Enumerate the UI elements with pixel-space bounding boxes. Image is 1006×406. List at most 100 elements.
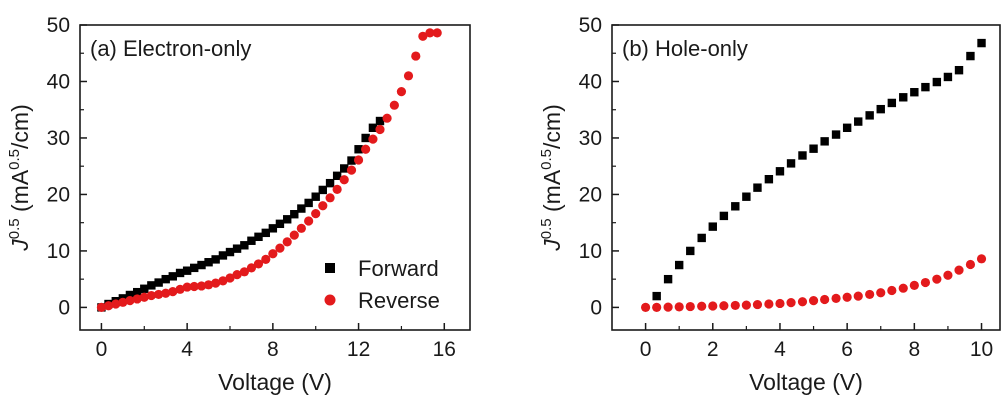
panel-a-reverse-point bbox=[375, 124, 385, 135]
panel-b-reverse-point bbox=[719, 301, 729, 311]
panel-a-reverse-point bbox=[161, 288, 171, 298]
panel-a-reverse-point bbox=[239, 267, 249, 277]
panel-b-forward-point bbox=[697, 233, 706, 243]
panel-a-reverse-point bbox=[261, 254, 271, 264]
panel-a-reverse-point bbox=[253, 259, 264, 269]
panel-a-forward-point bbox=[332, 171, 342, 181]
panel-a-reverse-point bbox=[353, 155, 364, 165]
panel-a-forward-point bbox=[140, 284, 149, 293]
panel-a-y-axis-title-unit-post: /cm) bbox=[7, 104, 33, 149]
panel-b-forward-point bbox=[798, 151, 807, 160]
panel-b-y-axis-title-unit-pre: (mA bbox=[539, 169, 565, 218]
panel-a-forward-point bbox=[225, 247, 235, 257]
panel-b-forward-point bbox=[854, 117, 863, 126]
panel-a-forward-point bbox=[211, 255, 220, 264]
panel-a-forward-point bbox=[375, 116, 385, 126]
panel-a-forward-point bbox=[232, 244, 242, 253]
panel-a-y-axis-title-sup2: 0.5 bbox=[6, 149, 23, 170]
legend-reverse-label: Reverse bbox=[358, 288, 440, 313]
panel-a-reverse-point bbox=[425, 28, 435, 38]
panel-b-reverse-point bbox=[775, 298, 785, 309]
panel-a-forward-point bbox=[275, 219, 285, 229]
panel-a-reverse-point bbox=[182, 282, 192, 292]
panel-b-forward-point bbox=[887, 98, 897, 108]
panel-b-forward-point bbox=[775, 167, 785, 176]
panel-b-forward-point bbox=[921, 82, 930, 92]
panel-b-y-tick-label: 30 bbox=[579, 127, 602, 150]
panel-b-forward-point bbox=[753, 183, 762, 192]
panel-b-forward-point bbox=[966, 51, 975, 61]
panel-b-x-tick-label: 2 bbox=[707, 338, 719, 361]
panel-a-y-axis-title: J0.5 (mA0.5/cm) bbox=[6, 104, 33, 252]
panel-a-reverse-point bbox=[325, 193, 335, 203]
panel-a-y-tick-label: 40 bbox=[47, 70, 70, 93]
panel-b-forward-point bbox=[786, 159, 796, 168]
panel-b-forward-point bbox=[943, 72, 953, 82]
panel-b-y-tick-label: 50 bbox=[579, 14, 602, 37]
panel-a-forward-point bbox=[240, 241, 249, 250]
panel-a-x-axis-title: Voltage (V) bbox=[218, 369, 332, 395]
panel-b-x-tick-label: 8 bbox=[908, 338, 920, 361]
panel-b-x-tick-label: 4 bbox=[774, 338, 786, 361]
panel-b-reverse-point bbox=[797, 297, 808, 307]
panel-b-reverse-point bbox=[831, 293, 841, 303]
panel-b-forward-point bbox=[686, 246, 695, 256]
panel-b-reverse-point bbox=[965, 259, 976, 270]
panel-b-reverse-point bbox=[954, 265, 964, 275]
panel-b-forward-point bbox=[652, 291, 661, 301]
panel-b-plot-frame bbox=[611, 24, 1001, 331]
panel-a-reverse-point bbox=[203, 280, 214, 290]
panel-b-y-tick-label: 0 bbox=[590, 296, 602, 319]
panel-a-forward-point bbox=[268, 224, 278, 233]
panel-b-reverse-point bbox=[853, 291, 863, 301]
panel-b-reverse-point bbox=[932, 274, 942, 284]
panel-a-reverse-point bbox=[175, 284, 185, 294]
legend-reverse-marker bbox=[324, 294, 336, 306]
panel-b-reverse-point bbox=[909, 280, 919, 290]
panel-b-y-axis-title: J0.5 (mA0.5/cm) bbox=[538, 104, 565, 252]
panel-b-y-axis-title-sup1: 0.5 bbox=[538, 218, 555, 239]
panel-a-reverse-point bbox=[389, 100, 399, 110]
panel-a-reverse-point bbox=[196, 281, 207, 291]
panel-b-forward-point bbox=[663, 274, 673, 284]
panel-a-forward-point bbox=[283, 215, 292, 224]
panel-a-forward-point bbox=[175, 268, 185, 278]
panel-a-reverse-point bbox=[304, 216, 314, 226]
panel-a-reverse-point bbox=[332, 184, 342, 194]
panel-b-reverse-point bbox=[842, 292, 852, 302]
panel-a-reverse-point bbox=[211, 278, 221, 288]
panel-b-panel-label: (b) Hole-only bbox=[622, 36, 748, 61]
panel-a-reverse-point bbox=[318, 201, 328, 211]
panel-b-forward-point bbox=[820, 137, 829, 146]
panel-a-x-tick-label: 4 bbox=[181, 338, 193, 361]
panel-a-forward-point bbox=[261, 228, 270, 238]
panel-a-reverse-point bbox=[111, 299, 121, 309]
panel-a-reverse-point bbox=[311, 209, 321, 219]
panel-a-reverse-point bbox=[361, 144, 371, 154]
panel-a-reverse-point bbox=[396, 87, 407, 97]
panel-b-x-tick-label: 6 bbox=[841, 338, 853, 361]
panel-a-x-tick-label: 12 bbox=[347, 338, 370, 361]
panel-a-y-tick-label: 10 bbox=[47, 240, 70, 263]
panel-b-forward-point bbox=[719, 211, 729, 221]
panel-a-forward-point bbox=[318, 185, 327, 195]
panel-a-reverse-point bbox=[289, 230, 299, 240]
panel-b-forward-point bbox=[731, 202, 740, 211]
panel-a-forward-point bbox=[354, 145, 363, 154]
panel-a-y-tick-label: 20 bbox=[47, 183, 70, 206]
panel-a-forward-point bbox=[154, 278, 163, 287]
panel-a-reverse-point bbox=[268, 249, 278, 259]
panel-a-reverse-point bbox=[282, 237, 292, 247]
panel-a-forward-point bbox=[204, 258, 213, 267]
panel-a-reverse-point bbox=[125, 296, 135, 306]
panel-b-reverse-point bbox=[674, 302, 684, 312]
panel-a-y-axis-title-base: J bbox=[7, 239, 33, 252]
panel-b-x-axis-title: Voltage (V) bbox=[749, 369, 863, 395]
panel-a-forward-point bbox=[218, 251, 228, 260]
panel-b-forward-point bbox=[674, 260, 684, 270]
panel-a-forward-point bbox=[161, 274, 170, 284]
panel-a-y-tick-label: 30 bbox=[47, 127, 70, 150]
panel-a-reverse-point bbox=[432, 28, 442, 38]
panel-a-forward-point bbox=[347, 156, 356, 165]
panel-a-x-tick-label: 16 bbox=[433, 338, 456, 361]
